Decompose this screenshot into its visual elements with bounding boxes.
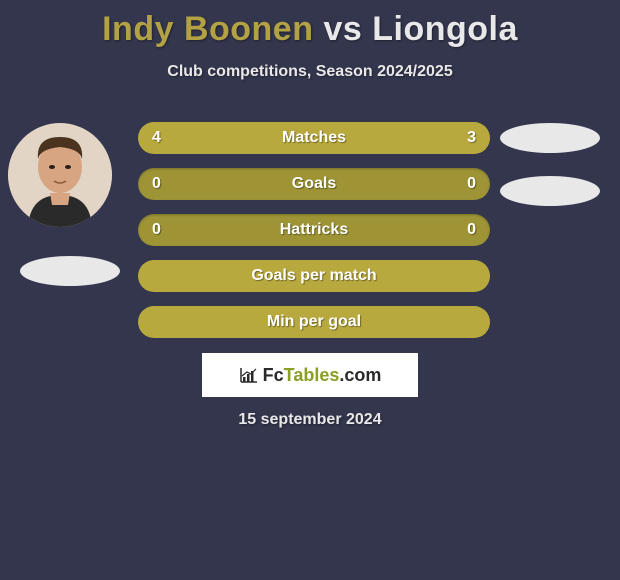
stat-bar-matches: 4 Matches 3 [138, 122, 490, 154]
brand-main: Tables [284, 365, 340, 385]
player2-name: Liongola [372, 10, 518, 48]
comparison-title: Indy Boonen vs Liongola [0, 0, 620, 49]
brand-prefix: Fc [263, 365, 284, 385]
bar-right-value: 0 [467, 168, 476, 200]
vs-text: vs [323, 10, 362, 48]
bar-label: Goals per match [138, 260, 490, 292]
player2-badge-2 [500, 176, 600, 206]
stat-bars: 4 Matches 3 0 Goals 0 0 Hattricks 0 Goal… [138, 122, 490, 352]
player2-badge-1 [500, 123, 600, 153]
stat-bar-goals: 0 Goals 0 [138, 168, 490, 200]
attribution-text: FcTables.com [263, 365, 382, 386]
date-text: 15 september 2024 [0, 411, 620, 429]
player1-avatar [8, 123, 112, 227]
chart-icon [239, 366, 259, 384]
stat-bar-min-per-goal: Min per goal [138, 306, 490, 338]
bar-label: Goals [138, 168, 490, 200]
bar-label: Min per goal [138, 306, 490, 338]
bar-right-value: 0 [467, 214, 476, 246]
subtitle: Club competitions, Season 2024/2025 [0, 63, 620, 81]
player1-club-badge [20, 256, 120, 286]
bar-right-value: 3 [467, 122, 476, 154]
stat-bar-hattricks: 0 Hattricks 0 [138, 214, 490, 246]
stat-bar-goals-per-match: Goals per match [138, 260, 490, 292]
player1-name: Indy Boonen [102, 10, 313, 48]
bar-label: Matches [138, 122, 490, 154]
bar-label: Hattricks [138, 214, 490, 246]
brand-suffix: .com [339, 365, 381, 385]
attribution-box: FcTables.com [202, 353, 418, 397]
